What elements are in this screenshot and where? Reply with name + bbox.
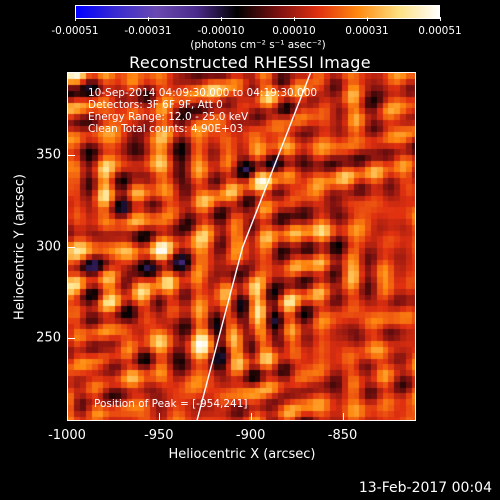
y-axis-label: Heliocentric Y (arcsec) [12, 174, 28, 320]
timestamp: 13-Feb-2017 00:04 [358, 480, 492, 496]
y-tick-label: 250 [36, 330, 61, 346]
colorbar-tick [75, 17, 76, 21]
colorbar-tick [440, 17, 441, 21]
x-axis-label: Heliocentric X (arcsec) [168, 447, 316, 462]
colorbar-tick [148, 17, 149, 21]
colorbar-tick [367, 17, 368, 21]
colorbar-tick-label: 0.00031 [345, 25, 389, 37]
annotation-time-range: 10-Sep-2014 04:09:30.000 to 04:19:30.000 [88, 87, 318, 99]
y-tick-label: 350 [36, 147, 61, 163]
annotation-detectors: Detectors: 3F 6F 9F, Att 0 [88, 99, 223, 111]
colorbar [75, 5, 440, 19]
annotation-peak-position: Position of Peak = [-954,241] [94, 398, 248, 410]
image-plot-area: 10-Sep-2014 04:09:30.000 to 04:19:30.000… [67, 72, 416, 421]
colorbar-tick-label: -0.00031 [124, 25, 172, 37]
x-tick-mark [250, 413, 252, 421]
x-tick-mark [158, 413, 160, 421]
x-tick-label: -850 [327, 428, 358, 443]
colorbar-tick-label: -0.00051 [51, 25, 99, 37]
colorbar-tick [294, 17, 295, 21]
x-tick-label: -1000 [48, 428, 86, 443]
colorbar-tick-label: 0.00010 [272, 25, 316, 37]
solar-limb-overlay [196, 73, 312, 420]
annotation-energy-range: Energy Range: 12.0 - 25.0 keV [88, 111, 249, 123]
colorbar-tick-label: 0.00051 [418, 25, 462, 37]
x-tick-mark [342, 413, 344, 421]
plot-title: Reconstructed RHESSI Image [129, 53, 371, 72]
y-tick-mark [67, 338, 75, 340]
annotation-clean-counts: Clean Total counts: 4.90E+03 [88, 123, 244, 135]
x-tick-label: -900 [235, 428, 266, 443]
x-tick-mark [67, 413, 68, 421]
y-tick-label: 300 [36, 239, 61, 254]
heatmap-canvas [68, 73, 415, 420]
y-tick-mark [67, 246, 75, 248]
colorbar-tick-label: -0.00010 [197, 25, 245, 37]
solar-limb-line [196, 73, 312, 420]
x-tick-label: -950 [144, 428, 174, 443]
y-tick-mark [67, 154, 75, 156]
colorbar-tick [221, 17, 222, 21]
colorbar-unit: (photons cm⁻² s⁻¹ asec⁻²) [190, 39, 326, 51]
